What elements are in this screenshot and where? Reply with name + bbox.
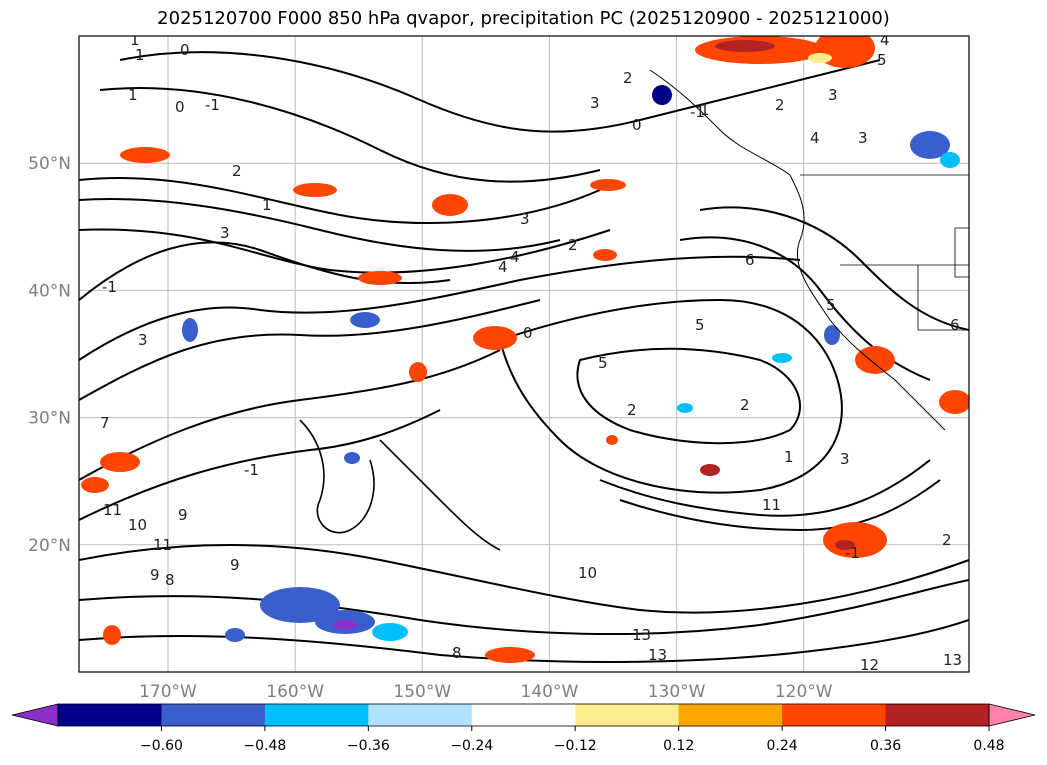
contour-label: 0 [180, 41, 190, 59]
contour-label: 5 [877, 51, 887, 69]
colorbar-segment [678, 704, 783, 726]
contour-label: -1 [690, 103, 705, 121]
colorbar-tick-label: 0.36 [870, 738, 901, 754]
contour-label: 4 [498, 258, 508, 276]
lat-label: 40°N [28, 281, 71, 301]
colorbar-segment [575, 704, 680, 726]
colorbar-segment [885, 704, 990, 726]
contour-label: -1 [102, 278, 117, 296]
contour-label: 2 [775, 96, 785, 114]
map-title: 2025120700 F000 850 hPa qvapor, precipit… [157, 8, 890, 29]
contour-label: 12 [860, 656, 879, 674]
contour-label: 4 [510, 248, 520, 266]
contour-label: 2 [623, 69, 633, 87]
colorbar-frame [57, 703, 990, 727]
longitude-labels: 170°W 160°W 150°W 140°W 130°W 120°W [139, 682, 833, 702]
latitude-labels: 50°N 40°N 30°N 20°N [28, 154, 71, 556]
lat-label: 20°N [28, 536, 71, 556]
contour-label: 0 [523, 324, 533, 342]
contour-label: -1 [205, 96, 220, 114]
contour-label: 3 [138, 331, 148, 349]
contour-label: 0 [175, 98, 185, 116]
contour-label: 13 [632, 626, 651, 644]
colorbar-tick-label: −0.36 [347, 738, 390, 754]
contour-label: 13 [943, 651, 962, 669]
lat-label: 30°N [28, 409, 71, 429]
contour-label: 1 [262, 196, 272, 214]
contour-label: 5 [826, 296, 836, 314]
lon-label: 140°W [521, 682, 579, 702]
contour-label: 3 [590, 94, 600, 112]
colorbar-tick-label: −0.48 [243, 738, 286, 754]
contour-label: 9 [150, 566, 160, 584]
contour-label: 3 [220, 224, 230, 242]
colorbar-tick-label: −0.24 [450, 738, 493, 754]
lon-label: 150°W [393, 682, 451, 702]
contour-label: 7 [100, 414, 110, 432]
colorbar-tick-label: −0.12 [554, 738, 597, 754]
contour-label: 5 [598, 354, 608, 372]
contour-label: 1 [128, 86, 138, 104]
contour-label: 2 [627, 401, 637, 419]
contour-label: 0 [632, 116, 642, 134]
colorbar-segment [368, 704, 473, 726]
contour-label: 6 [745, 251, 755, 269]
contour-label: -1 [845, 544, 860, 562]
coastline [649, 69, 969, 431]
contour-label: 13 [648, 646, 667, 664]
colorbar-segment [264, 704, 369, 726]
contour-label: 4 [880, 31, 890, 49]
contour-label: 3 [858, 129, 868, 147]
colorbar-tick-label: −0.60 [140, 738, 183, 754]
contour-label: 8 [165, 571, 175, 589]
contour-label: 3 [840, 450, 850, 468]
contour-label: 4 [810, 129, 820, 147]
colorbar-tick-label: 0.48 [973, 738, 1004, 754]
contour-label: 2 [232, 162, 242, 180]
colorbar-extend-low [11, 703, 59, 727]
lon-label: 130°W [648, 682, 706, 702]
contour-label: 9 [178, 506, 188, 524]
colorbar-segment [782, 704, 887, 726]
contour-label: 8 [452, 644, 462, 662]
colorbar-tick-label: 0.24 [767, 738, 798, 754]
contour-label: 1 [784, 448, 794, 466]
contour-label: 3 [520, 210, 530, 228]
colorbar: −0.60 −0.48 −0.36 −0.24 −0.12 0.12 0.24 0.36 0.4… [11, 703, 1036, 754]
precipitation-shading [81, 36, 969, 663]
contour-label: 9 [230, 556, 240, 574]
colorbar-segment [58, 704, 162, 726]
contour-label: 1 [700, 101, 710, 119]
contour-label: 1 [135, 46, 145, 64]
contour-label: 11 [153, 536, 172, 554]
contour-label: 2 [942, 531, 952, 549]
lon-label: 120°W [775, 682, 833, 702]
lon-label: 170°W [139, 682, 197, 702]
contour-label: -1 [244, 461, 259, 479]
contour-label: 11 [103, 501, 122, 519]
colorbar-tick-label: 0.12 [663, 738, 694, 754]
colorbar-segment [161, 704, 266, 726]
lat-label: 50°N [28, 154, 71, 174]
contour-label: 5 [695, 316, 705, 334]
contour-label: 3 [828, 86, 838, 104]
contour-label: 2 [740, 396, 750, 414]
contour-label: 2 [568, 236, 578, 254]
colorbar-extend-high [988, 703, 1036, 727]
contour-label: 1 [130, 31, 140, 49]
contour-label: 6 [950, 316, 960, 334]
contour-label: 11 [762, 496, 781, 514]
contour-label: 10 [578, 564, 597, 582]
colorbar-segment [471, 704, 576, 726]
lon-label: 160°W [266, 682, 324, 702]
contour-label: 10 [128, 516, 147, 534]
gridlines [79, 36, 969, 672]
